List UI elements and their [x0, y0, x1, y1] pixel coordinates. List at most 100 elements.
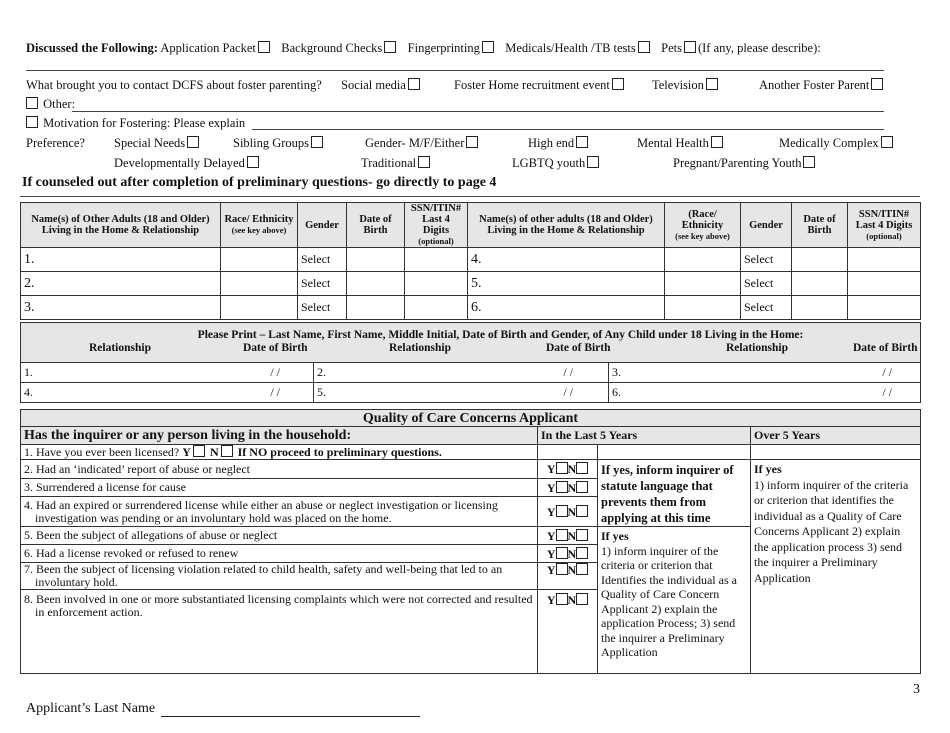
ssn-cell[interactable] [404, 295, 468, 320]
gender-checkbox[interactable] [466, 136, 479, 148]
adults-table: Name(s) of Other Adults (18 and Older) L… [20, 202, 921, 320]
gender-select[interactable]: Select [740, 295, 792, 320]
ssn-cell[interactable] [404, 271, 468, 296]
gender-select[interactable]: Select [740, 247, 792, 272]
dob-cell[interactable] [791, 295, 848, 320]
recruitment-event-checkbox[interactable] [611, 78, 624, 90]
adult-name-cell[interactable]: 3. [20, 295, 221, 320]
adult-name-cell[interactable]: 2. [20, 271, 221, 296]
yes-checkbox[interactable] [555, 528, 568, 541]
counsel-note: If counseled out after completion of pre… [22, 175, 497, 190]
lgbtq-youth-checkbox[interactable] [587, 156, 600, 168]
yes-checkbox[interactable] [555, 480, 568, 493]
adult-name-cell[interactable]: 5. [467, 271, 665, 296]
dob-cell[interactable] [346, 295, 405, 320]
television-checkbox[interactable] [705, 78, 718, 90]
question-row: 7. Been the subject of licensing violati… [20, 562, 921, 590]
child-cell[interactable]: 3. / / [607, 362, 922, 383]
no-checkbox[interactable] [576, 504, 589, 517]
no-checkbox[interactable] [576, 546, 589, 559]
contact-row: What brought you to contact DCFS about f… [26, 78, 884, 93]
race-cell[interactable] [220, 271, 298, 296]
adult-name-cell[interactable]: 1. [20, 247, 221, 272]
motivation-checkbox[interactable] [26, 116, 38, 128]
question-7: 7. Been the subject of licensing violati… [20, 562, 538, 590]
fingerprinting-label: Fingerprinting [407, 41, 480, 55]
adult-name-cell[interactable]: 4. [467, 247, 665, 272]
fingerprinting-checkbox[interactable] [481, 41, 494, 53]
race-cell[interactable] [220, 295, 298, 320]
social-media-checkbox[interactable] [407, 78, 420, 90]
dob-cell[interactable] [791, 247, 848, 272]
child-cell[interactable]: 5. / / [313, 382, 609, 403]
medically-complex-checkbox[interactable] [880, 136, 893, 148]
ssn-cell[interactable] [847, 247, 921, 272]
no-checkbox[interactable] [576, 528, 589, 541]
application-packet-checkbox[interactable] [257, 41, 270, 53]
traditional-checkbox[interactable] [418, 156, 431, 168]
another-foster-parent-checkbox[interactable] [871, 78, 884, 90]
ssn-cell[interactable] [404, 247, 468, 272]
mental-health-checkbox[interactable] [710, 136, 723, 148]
child-cell[interactable]: 6. / / [607, 382, 922, 403]
other-checkbox[interactable] [26, 97, 38, 109]
licensed-no-checkbox[interactable] [220, 445, 233, 457]
yes-checkbox[interactable] [555, 563, 568, 575]
no-checkbox[interactable] [576, 593, 589, 605]
pregnant-parenting-checkbox[interactable] [803, 156, 816, 168]
race-cell[interactable] [664, 295, 741, 320]
sibling-groups-checkbox[interactable] [311, 136, 324, 148]
no-checkbox[interactable] [576, 480, 589, 493]
contact-question: What brought you to contact DCFS about f… [26, 78, 322, 92]
page-number: 3 [913, 682, 920, 697]
race-cell[interactable] [664, 247, 741, 272]
pets-description-line[interactable] [26, 70, 884, 71]
discussed-label: Discussed the Following: [26, 41, 158, 55]
licensed-yes-checkbox[interactable] [192, 445, 205, 457]
dob-cell[interactable] [346, 247, 405, 272]
pets-checkbox[interactable] [683, 41, 696, 53]
yes-checkbox[interactable] [555, 546, 568, 559]
empty-cell [749, 444, 922, 460]
no-checkbox[interactable] [576, 563, 589, 575]
yes-checkbox[interactable] [555, 504, 568, 517]
gender-select[interactable]: Select [297, 271, 347, 296]
developmentally-delayed-checkbox[interactable] [246, 156, 259, 168]
child-cell[interactable]: 2. / / [313, 362, 609, 383]
adult-name-cell[interactable]: 6. [467, 295, 665, 320]
ssn-cell[interactable] [847, 295, 921, 320]
question-header: Has the inquirer or any person living in… [20, 426, 538, 445]
dob-cell[interactable] [791, 271, 848, 296]
motivation-line[interactable] [252, 129, 884, 130]
no-checkbox[interactable] [576, 462, 589, 474]
high-end-checkbox[interactable] [576, 136, 589, 148]
dob-cell[interactable] [346, 271, 405, 296]
medicals-checkbox[interactable] [637, 41, 650, 53]
background-checks-checkbox[interactable] [384, 41, 397, 53]
yes-checkbox[interactable] [555, 593, 568, 605]
children-table: Please Print – Last Name, First Name, Mi… [19, 322, 922, 403]
special-needs-checkbox[interactable] [187, 136, 200, 148]
question-4: 4. Had an expired or surrendered license… [20, 496, 538, 527]
yes-checkbox[interactable] [555, 462, 568, 474]
race-cell[interactable] [220, 247, 298, 272]
other-line[interactable] [72, 111, 884, 112]
gender-select[interactable]: Select [740, 271, 792, 296]
child-cell[interactable]: 1. / / [20, 362, 314, 383]
gender-select[interactable]: Select [297, 295, 347, 320]
gender-select[interactable]: Select [297, 247, 347, 272]
pets-label: Pets [661, 41, 682, 55]
last-name-line[interactable] [161, 716, 420, 717]
race-cell[interactable] [664, 271, 741, 296]
application-packet-label: Application Packet [160, 41, 256, 55]
child-cell[interactable]: 4. / / [20, 382, 314, 403]
ssn-cell[interactable] [847, 271, 921, 296]
